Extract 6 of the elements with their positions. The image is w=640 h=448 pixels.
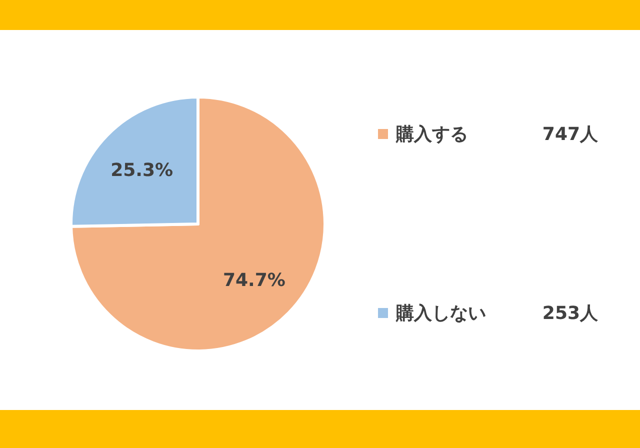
legend-label: 購入する <box>395 124 468 145</box>
legend-label: 購入しない <box>395 303 486 324</box>
data-label: 74.7% <box>222 270 286 292</box>
data-label: 25.3% <box>110 160 174 181</box>
text: 747人 <box>542 124 599 145</box>
text: 253人 <box>542 303 599 324</box>
